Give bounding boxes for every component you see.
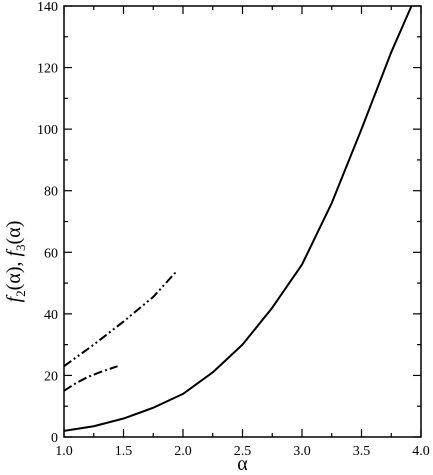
- x-tick-label: 1.5: [115, 444, 133, 459]
- y-axis-label-part: f: [3, 249, 25, 257]
- y-tick-label: 60: [44, 246, 58, 261]
- series-layer: [63, 5, 413, 432]
- y-axis-label-part: f: [3, 294, 25, 302]
- series-line-2: [63, 270, 178, 367]
- y-tick-label: 140: [37, 0, 58, 15]
- y-axis-label: f2(α), f3(α): [3, 221, 28, 303]
- y-tick-label: 120: [37, 62, 58, 77]
- series-line-3: [63, 365, 118, 392]
- x-tick-label: 3.5: [353, 444, 371, 459]
- y-tick-label: 80: [44, 185, 58, 200]
- y-tick-label: 40: [44, 308, 58, 323]
- x-tick-label: 4.0: [412, 444, 430, 459]
- y-axis-label-part: 2: [13, 290, 28, 297]
- ticks-layer: 1.0 1.5 2.0 2.5 3.0 3.5 4.0 0 20 40 60 80 100 120 140: [37, 0, 430, 459]
- y-tick-label: 100: [37, 123, 58, 138]
- y-axis-label-part: (α): [3, 221, 25, 245]
- series-line-1: [63, 5, 413, 432]
- plot-frame: [63, 5, 422, 438]
- y-tick-label: 20: [44, 369, 58, 384]
- x-tick-label: 3.0: [293, 444, 311, 459]
- y-tick-label: 0: [51, 431, 58, 446]
- x-tick-label: 1.0: [55, 444, 73, 459]
- plot-area: 1.0 1.5 2.0 2.5 3.0 3.5 4.0 0 20 40 60 80 100 120 140: [37, 0, 430, 459]
- x-axis-label: α: [237, 453, 248, 475]
- x-tick-label: 2.0: [174, 444, 192, 459]
- y-axis-label-part: 3: [13, 244, 28, 251]
- x-tick-label: 2.5: [234, 444, 252, 459]
- y-axis-label-part: (α),: [3, 257, 25, 291]
